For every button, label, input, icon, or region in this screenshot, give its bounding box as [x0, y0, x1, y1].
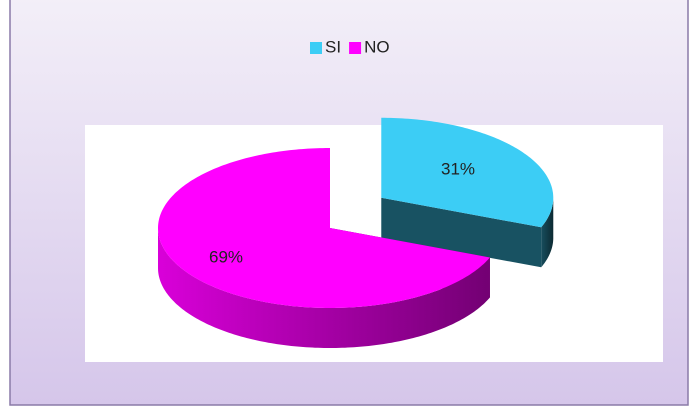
legend-swatch [310, 42, 322, 54]
slice-side [541, 197, 554, 268]
slice-top [381, 117, 554, 228]
slice-top [158, 148, 490, 308]
legend-label: NO [364, 37, 390, 56]
slice-side [158, 228, 490, 348]
data-label: 31% [441, 159, 475, 178]
data-label: 69% [209, 247, 243, 266]
legend-swatch [349, 42, 362, 54]
legend-label: SI [325, 37, 341, 56]
slice-cut [381, 197, 542, 268]
